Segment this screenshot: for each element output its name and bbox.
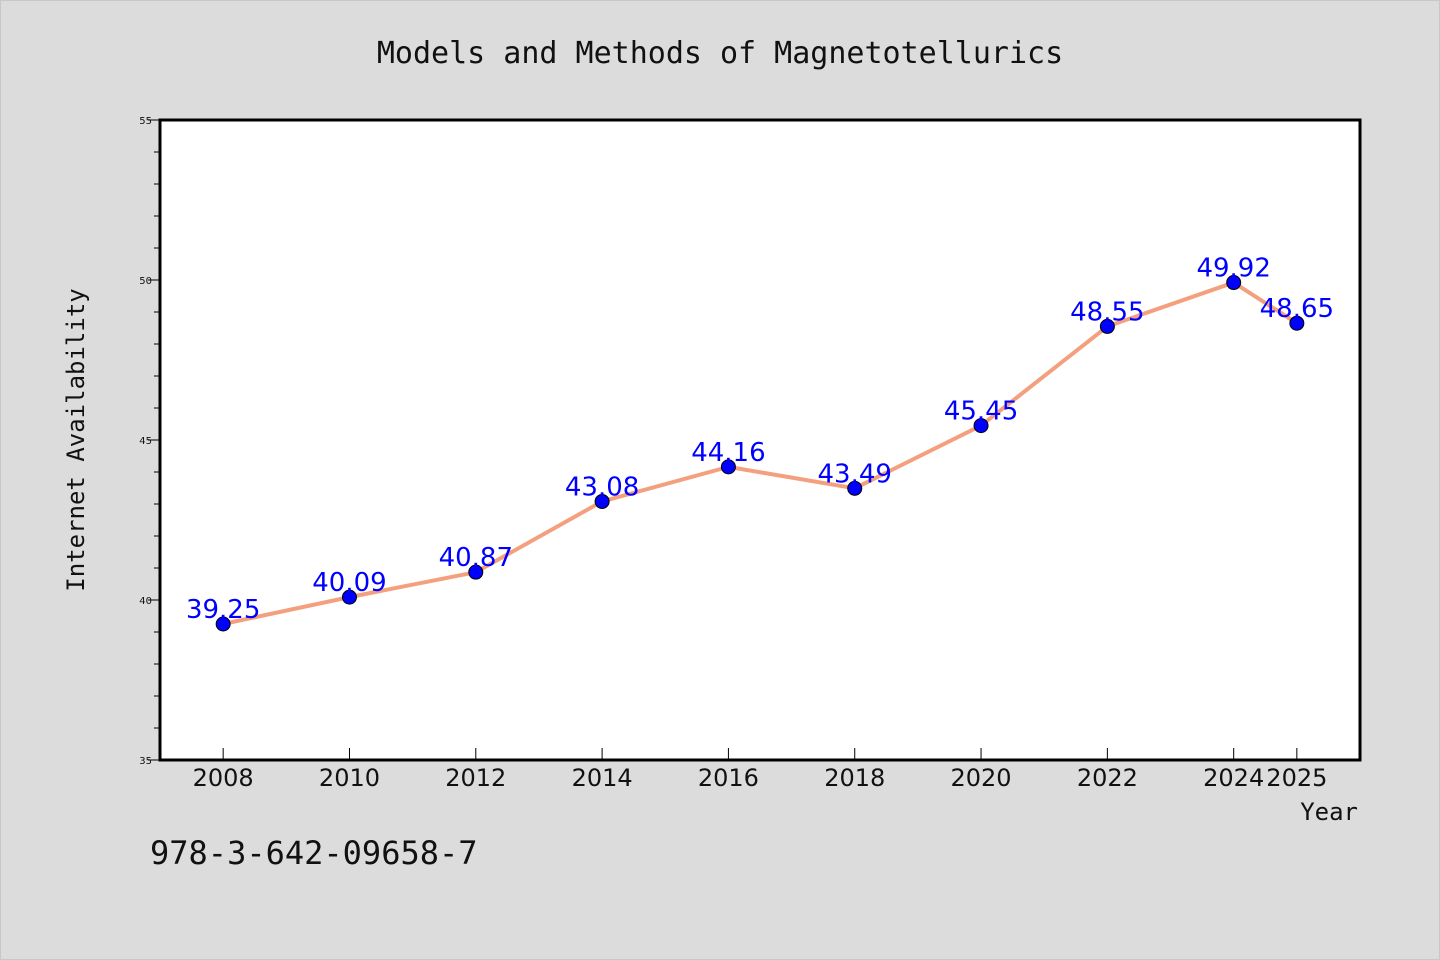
data-label: 48.65 bbox=[1260, 294, 1334, 324]
x-tick-label: 2022 bbox=[1077, 764, 1138, 792]
chart-title: Models and Methods of Magnetotellurics bbox=[377, 36, 1063, 71]
data-point bbox=[468, 564, 484, 580]
x-tick-label: 2008 bbox=[193, 764, 254, 792]
x-axis: 2008 2010 2012 2014 2016 2018 2020 2022 2024 2025 bbox=[193, 748, 1327, 792]
x-tick-label: 2025 bbox=[1266, 764, 1327, 792]
y-tick-label: 40 bbox=[139, 596, 152, 607]
data-point bbox=[720, 459, 736, 475]
x-tick-label: 2020 bbox=[951, 764, 1012, 792]
data-label: 44.16 bbox=[691, 438, 765, 468]
y-tick-label: 45 bbox=[139, 436, 152, 447]
data-point bbox=[847, 480, 863, 496]
data-point bbox=[973, 418, 989, 434]
data-point bbox=[594, 493, 610, 509]
x-axis-label: Year bbox=[1300, 798, 1358, 826]
data-label: 49.92 bbox=[1196, 254, 1270, 284]
data-label: 43.08 bbox=[565, 472, 639, 502]
x-tick-label: 2016 bbox=[698, 764, 759, 792]
data-point bbox=[1289, 315, 1305, 331]
y-axis-label: Internet Availability bbox=[62, 288, 90, 591]
x-tick-label: 2010 bbox=[319, 764, 380, 792]
data-point bbox=[341, 589, 357, 605]
data-label: 40.09 bbox=[312, 568, 386, 598]
series-group: 39.25 40.09 40.87 43.08 44.16 43.49 45.45 48.55… bbox=[186, 254, 1334, 632]
x-tick-label: 2012 bbox=[445, 764, 506, 792]
data-label: 45.45 bbox=[944, 397, 1018, 427]
y-tick-label: 55 bbox=[139, 116, 152, 127]
x-tick-label: 2024 bbox=[1203, 764, 1264, 792]
data-label: 39.25 bbox=[186, 595, 260, 625]
y-axis: 35 40 45 50 55 bbox=[139, 116, 160, 767]
data-point bbox=[215, 616, 231, 632]
data-label: 48.55 bbox=[1070, 297, 1144, 327]
plot-area bbox=[158, 118, 1362, 762]
y-tick-label: 35 bbox=[139, 756, 152, 767]
data-point bbox=[1099, 318, 1115, 334]
y-tick-label: 50 bbox=[139, 276, 152, 287]
data-label: 43.49 bbox=[818, 459, 892, 489]
data-label: 40.87 bbox=[439, 543, 513, 573]
x-tick-label: 2018 bbox=[824, 764, 885, 792]
isbn-text: 978-3-642-09658-7 bbox=[150, 834, 478, 872]
series-line bbox=[221, 280, 1299, 626]
x-tick-label: 2014 bbox=[572, 764, 633, 792]
data-point bbox=[1226, 275, 1242, 291]
